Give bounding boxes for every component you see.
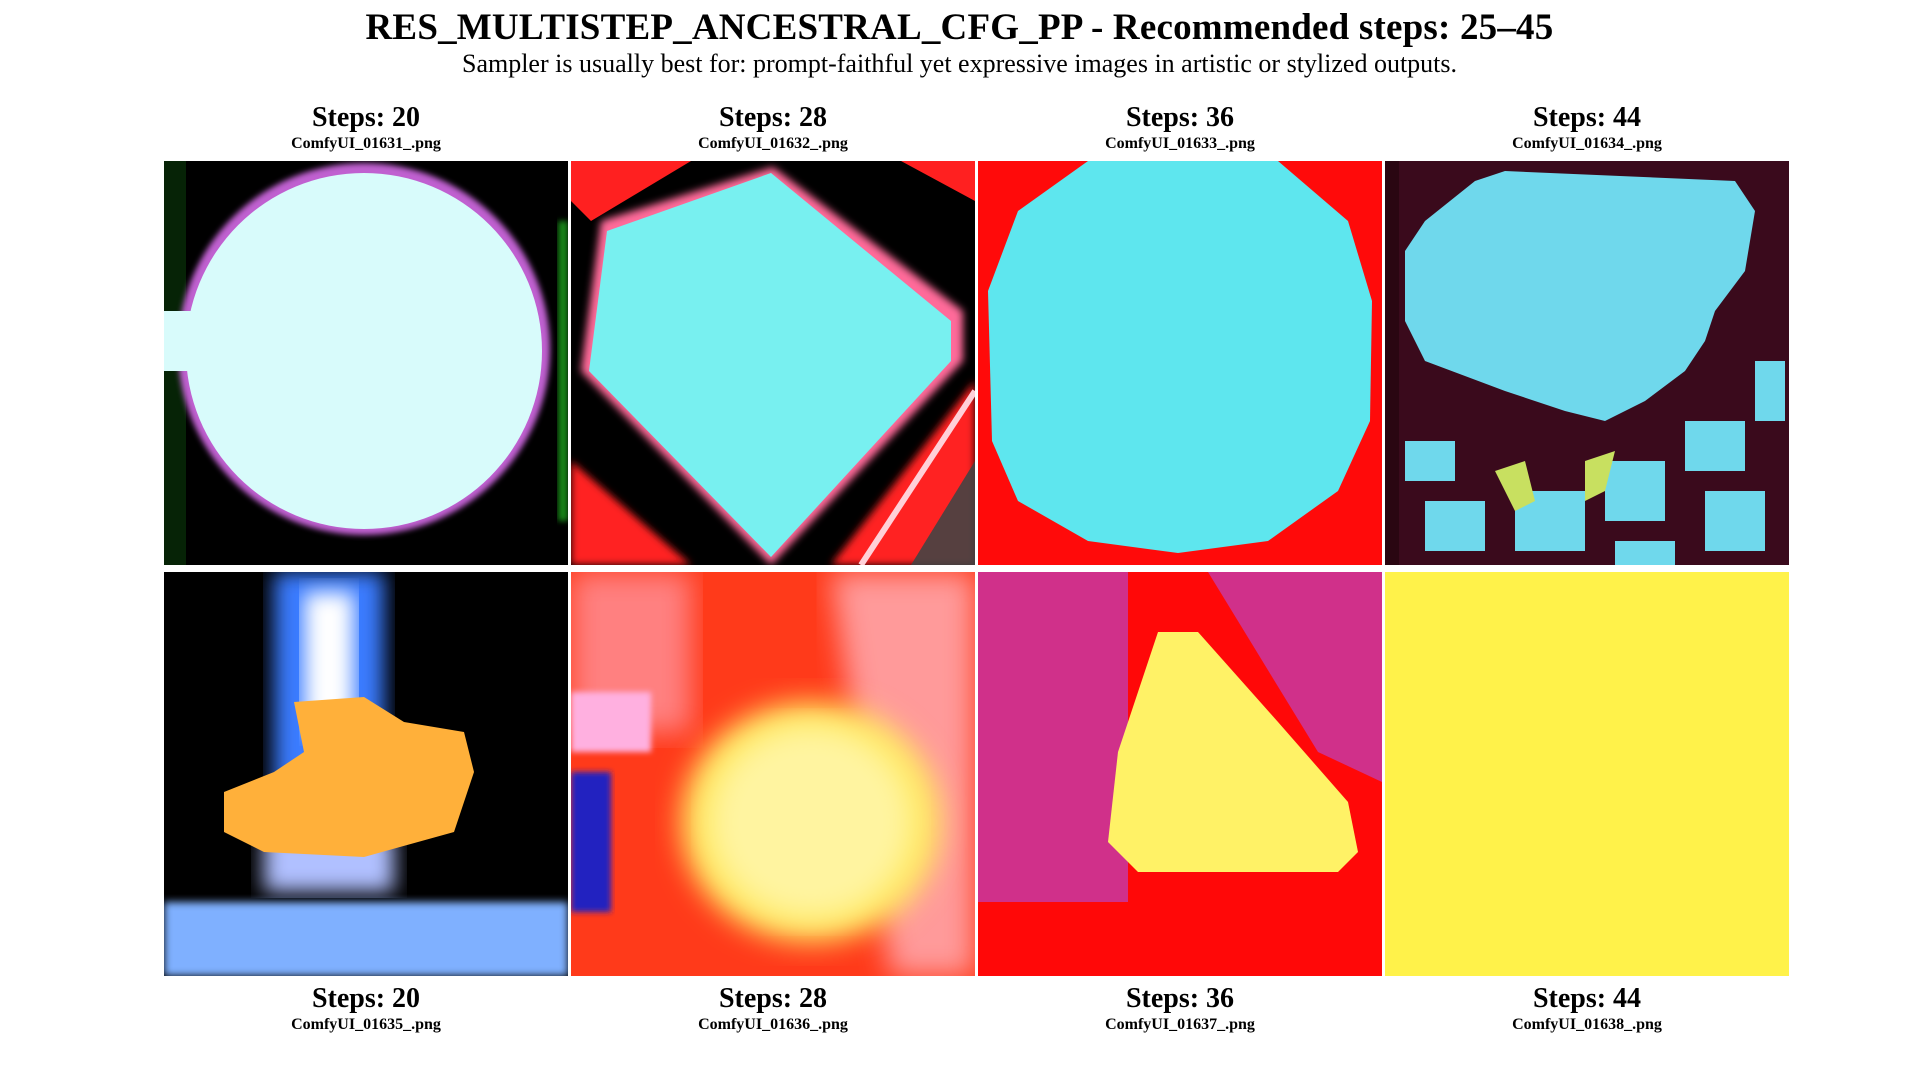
caption-bottom-1: Steps: 20 ComfyUI_01635_.png (164, 983, 568, 1035)
steps-label: Steps: 36 (1125, 983, 1235, 1014)
filename-label: ComfyUI_01633_.png (1105, 135, 1255, 152)
generated-image (164, 161, 568, 565)
filename-label: ComfyUI_01634_.png (1512, 135, 1662, 152)
image-tile-top-3[interactable] (978, 161, 1382, 565)
image-tile-top-4[interactable] (1385, 161, 1789, 565)
caption-bottom-4: Steps: 44 ComfyUI_01638_.png (1385, 983, 1789, 1035)
filename-label: ComfyUI_01637_.png (1105, 1016, 1255, 1033)
image-tile-bottom-4[interactable] (1385, 572, 1789, 976)
page-subtitle: Sampler is usually best for: prompt-fait… (461, 49, 1458, 78)
generated-image (571, 161, 975, 565)
steps-label: Steps: 36 (1125, 102, 1235, 133)
generated-image (978, 572, 1382, 976)
page-title: RES_MULTISTEP_ANCESTRAL_CFG_PP - Recomme… (365, 7, 1554, 48)
filename-label: ComfyUI_01632_.png (698, 135, 848, 152)
generated-image (1385, 572, 1789, 976)
image-tile-bottom-1[interactable] (164, 572, 568, 976)
steps-label: Steps: 28 (718, 102, 828, 133)
caption-bottom-2: Steps: 28 ComfyUI_01636_.png (571, 983, 975, 1035)
filename-label: ComfyUI_01631_.png (291, 135, 441, 152)
generated-image (571, 572, 975, 976)
generated-image (1385, 161, 1789, 565)
caption-top-1: Steps: 20 ComfyUI_01631_.png (164, 102, 568, 154)
filename-label: ComfyUI_01638_.png (1512, 1016, 1662, 1033)
filename-label: ComfyUI_01635_.png (291, 1016, 441, 1033)
caption-top-3: Steps: 36 ComfyUI_01633_.png (978, 102, 1382, 154)
steps-label: Steps: 44 (1532, 983, 1642, 1014)
caption-top-2: Steps: 28 ComfyUI_01632_.png (571, 102, 975, 154)
caption-top-4: Steps: 44 ComfyUI_01634_.png (1385, 102, 1789, 154)
generated-image (978, 161, 1382, 565)
steps-label: Steps: 28 (718, 983, 828, 1014)
caption-bottom-3: Steps: 36 ComfyUI_01637_.png (978, 983, 1382, 1035)
steps-label: Steps: 44 (1532, 102, 1642, 133)
generated-image (164, 572, 568, 976)
image-tile-bottom-2[interactable] (571, 572, 975, 976)
image-tile-top-1[interactable] (164, 161, 568, 565)
steps-label: Steps: 20 (311, 102, 421, 133)
image-tile-bottom-3[interactable] (978, 572, 1382, 976)
filename-label: ComfyUI_01636_.png (698, 1016, 848, 1033)
image-tile-top-2[interactable] (571, 161, 975, 565)
steps-label: Steps: 20 (311, 983, 421, 1014)
